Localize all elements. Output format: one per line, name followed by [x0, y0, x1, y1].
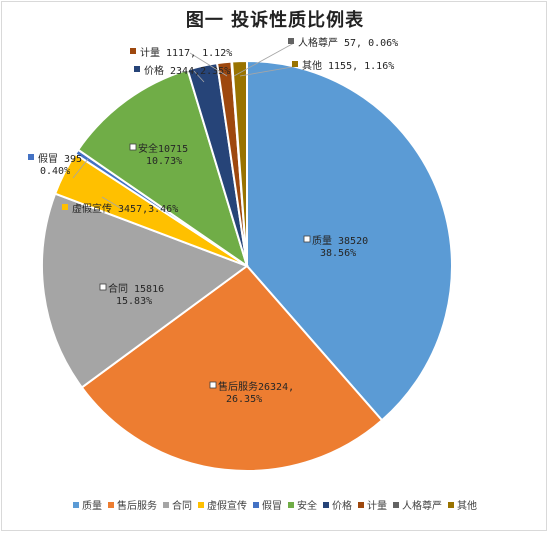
- pie-slice-9: [231, 59, 248, 267]
- label-key-2: [99, 283, 107, 291]
- label-text-7: 计量 1117, 1.12%: [140, 46, 232, 59]
- legend: 质量 售后服务 合同 虚假宣传 假冒 安全 价格 计量 人格尊严 其他: [0, 497, 550, 512]
- leader-line-8: [233, 42, 295, 77]
- label-text-2: 合同 15816: [108, 282, 164, 295]
- legend-swatch-6: [323, 501, 329, 508]
- legend-swatch-4: [253, 501, 259, 508]
- label-percent-0: 38.56%: [320, 248, 356, 259]
- legend-item-9: 其他: [448, 497, 477, 512]
- label-text-0: 质量 38520: [312, 235, 368, 247]
- leader-line-9: [239, 65, 299, 77]
- label-key-6: [134, 66, 140, 72]
- leader-line-3: [101, 196, 123, 210]
- label-key-3: [62, 204, 68, 210]
- legend-item-5: 安全: [288, 497, 317, 512]
- label-text-1: 售后服务26324,: [218, 380, 294, 393]
- label-percent-1: 26.35%: [226, 394, 262, 405]
- legend-item-2: 合同: [163, 497, 192, 512]
- legend-label-2: 合同: [172, 501, 192, 512]
- legend-item-0: 质量: [73, 497, 102, 512]
- label-percent-4: 0.40%: [40, 166, 70, 177]
- legend-label-0: 质量: [82, 501, 102, 512]
- label-key-7: [130, 48, 136, 54]
- label-key-9: [292, 61, 298, 67]
- data-label-6: 价格 2344,2.35%: [134, 64, 230, 83]
- legend-swatch-3: [198, 501, 204, 508]
- label-key-4: [28, 154, 34, 160]
- data-label-1: 售后服务26324,26.35%: [209, 380, 294, 405]
- pie-slice-5: [76, 68, 249, 269]
- legend-swatch-0: [73, 501, 79, 508]
- label-key-1: [209, 381, 217, 389]
- data-label-3: 虚假宣传 3457,3.46%: [62, 196, 178, 215]
- legend-item-3: 虚假宣传: [198, 497, 247, 512]
- legend-swatch-7: [358, 501, 364, 508]
- legend-swatch-5: [288, 501, 294, 508]
- data-label-8: 人格尊严 57, 0.06%: [233, 36, 398, 77]
- legend-label-8: 人格尊严: [402, 501, 442, 512]
- legend-swatch-8: [393, 501, 399, 508]
- data-label-7: 计量 1117, 1.12%: [130, 46, 232, 77]
- leader-line-7: [189, 52, 228, 77]
- label-text-9: 其他 1155, 1.16%: [302, 59, 394, 72]
- legend-label-5: 安全: [297, 501, 317, 512]
- legend-item-6: 价格: [323, 497, 352, 512]
- leader-line-6: [193, 70, 205, 83]
- chart-title: 图一 投诉性质比例表: [185, 10, 365, 31]
- pie-slice-0: [246, 59, 453, 422]
- legend-label-7: 计量: [367, 501, 387, 512]
- label-key-5: [129, 143, 137, 151]
- legend-label-9: 其他: [457, 501, 477, 512]
- legend-item-7: 计量: [358, 497, 387, 512]
- data-label-9: 其他 1155, 1.16%: [239, 59, 394, 77]
- legend-label-4: 假冒: [262, 501, 282, 512]
- legend-item-8: 人格尊严: [393, 497, 442, 512]
- legend-item-4: 假冒: [253, 497, 282, 512]
- label-text-5: 安全10715: [138, 142, 188, 155]
- legend-label-6: 价格: [332, 501, 352, 512]
- label-percent-5: 10.73%: [146, 156, 182, 167]
- label-text-4: 假冒 395: [38, 152, 82, 165]
- legend-label-3: 虚假宣传: [207, 501, 247, 512]
- pie-slice-1: [80, 264, 384, 472]
- label-text-8: 人格尊严 57, 0.06%: [298, 36, 398, 49]
- legend-swatch-9: [448, 501, 454, 508]
- legend-swatch-2: [163, 501, 169, 508]
- label-text-3: 虚假宣传 3457,3.46%: [72, 202, 178, 215]
- label-text-6: 价格 2344,2.35%: [144, 64, 230, 77]
- leader-line-4: [72, 158, 89, 179]
- label-percent-2: 15.83%: [116, 296, 152, 307]
- legend-item-1: 售后服务: [108, 497, 157, 512]
- legend-swatch-1: [108, 501, 114, 508]
- legend-label-1: 售后服务: [117, 501, 157, 512]
- label-key-0: [303, 235, 311, 243]
- label-key-8: [288, 38, 294, 44]
- pie-slice-2: [41, 192, 250, 389]
